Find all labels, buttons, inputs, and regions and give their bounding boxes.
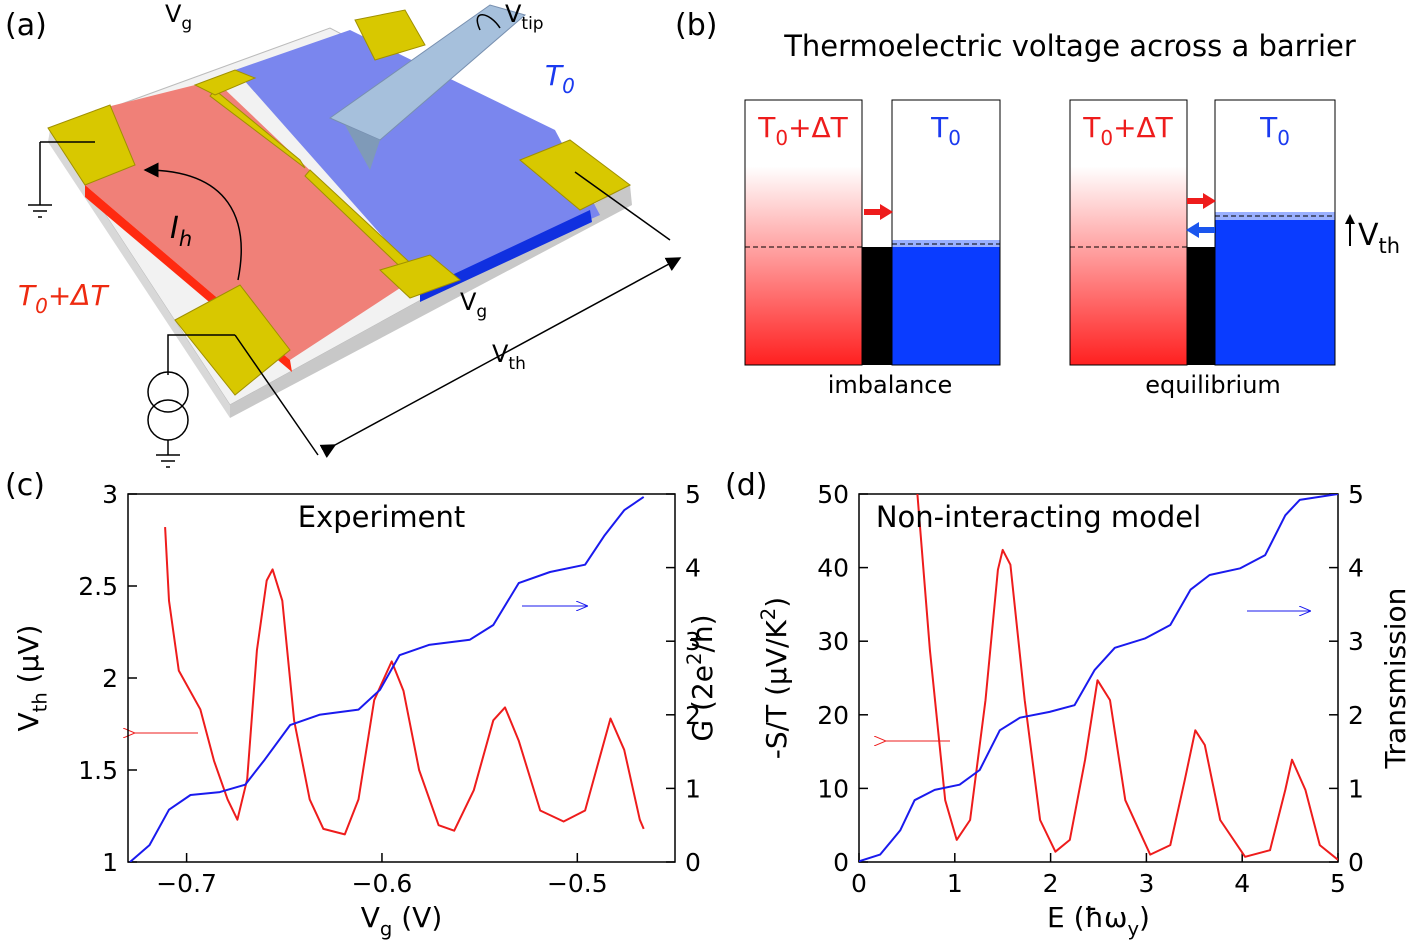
current-label: Ih [170, 211, 192, 251]
barrier-diagram [744, 99, 1001, 366]
y2-tick-label: 0 [1348, 848, 1364, 877]
panel-label: (d) [725, 468, 767, 503]
panel-title: Thermoelectric voltage across a barrier [783, 29, 1356, 63]
y-tick-label: 1.5 [78, 756, 118, 785]
barrier [862, 247, 892, 365]
cold-label: T0 [545, 59, 575, 98]
data-line [859, 494, 1338, 862]
y-tick-label: 40 [817, 554, 849, 583]
hot-reservoir [1069, 99, 1188, 366]
y2-tick-label: 3 [1348, 627, 1364, 656]
x-tick-label: 2 [1043, 869, 1059, 898]
panel-label: (a) [5, 8, 47, 43]
electron-flow [1186, 222, 1199, 238]
tip-label: Vtip [505, 0, 544, 34]
y2-tick-label: 5 [1348, 480, 1364, 509]
x-tick-label: −0.7 [156, 869, 217, 898]
current-arrow [143, 162, 242, 281]
electron-flow [1203, 193, 1216, 209]
chart: −0.7 −0.6 −0.5 1 1.5 2 2.5 3 0 1 2 3 4 5 (c) Experiment… [5, 468, 719, 940]
hot-label: T0+ΔT [757, 111, 848, 150]
y2-tick-label: 4 [1348, 554, 1364, 583]
lead-line [234, 171, 671, 456]
plot-frame [127, 493, 676, 863]
panel-label: (b) [675, 8, 717, 43]
data-line [129, 496, 645, 862]
plot-frame [858, 493, 1339, 863]
pad [193, 69, 257, 96]
chart: 0 1 2 3 4 501020304050012345(d)Non-interactin… [725, 468, 1412, 940]
y-axis-label: Vth (µV) [12, 625, 51, 732]
tip [345, 125, 380, 170]
pad [47, 104, 136, 186]
y-axis-label: -S/T (µV/K2) [757, 597, 793, 759]
y-tick-label: 50 [817, 480, 849, 509]
y2-tick-label: 0 [685, 848, 701, 877]
wire [156, 334, 235, 468]
data-line [164, 527, 645, 836]
x-tick-label: 3 [1138, 869, 1154, 898]
x-tick-label: 5 [1330, 869, 1346, 898]
cold-label: T0 [930, 111, 961, 150]
x-axis-label: E (ħωy) [1047, 901, 1150, 940]
device-sketch [28, 4, 682, 468]
y2-tick-label: 4 [685, 554, 701, 583]
cold-label: T0 [1259, 111, 1290, 150]
panel-label: (c) [5, 468, 45, 503]
cold-fill [1215, 220, 1335, 365]
y-tick-label: 1 [102, 848, 118, 877]
voltage-label: Vth [1358, 218, 1400, 258]
voltage-arrow [1345, 214, 1355, 224]
tip-cantilever [328, 4, 527, 141]
y-tick-label: 2 [102, 664, 118, 693]
electron-flow [880, 204, 893, 220]
y-tick-label: 20 [817, 701, 849, 730]
y-tick-label: 2.5 [78, 572, 118, 601]
hot-label: T0+ΔT [1082, 111, 1173, 150]
y2-axis-label: Transmission [1379, 588, 1412, 770]
y2-tick-label: 1 [685, 774, 701, 803]
current-source [147, 399, 189, 441]
hot-reservoir [744, 99, 863, 366]
y2-tick-label: 2 [1348, 701, 1364, 730]
ground [28, 142, 52, 218]
cold-reservoir [891, 99, 1001, 366]
x-tick-label: −0.6 [352, 869, 413, 898]
current-source [147, 371, 189, 413]
y2-axis-label: G (2e2/h) [683, 614, 719, 741]
x-tick-label: 1 [947, 869, 963, 898]
y-tick-label: 30 [817, 627, 849, 656]
barrier [1187, 247, 1215, 365]
x-tick-label: −0.5 [547, 869, 608, 898]
caption: equilibrium [1145, 371, 1281, 399]
caption: imbalance [828, 371, 953, 399]
x-axis-label: Vg (V) [361, 901, 443, 940]
voltage-arrow [319, 257, 682, 459]
pad [354, 9, 426, 61]
y2-tick-label: 5 [685, 480, 701, 509]
y-tick-label: 10 [817, 774, 849, 803]
data-line [916, 494, 1338, 861]
fermi-blur [892, 240, 1000, 247]
cold-fill [892, 247, 1000, 365]
gate-label: Vg [460, 288, 487, 322]
annotation: Experiment [298, 500, 466, 534]
y2-tick-label: 2 [685, 701, 701, 730]
x-tick-label: 4 [1234, 869, 1250, 898]
cold-region [235, 30, 600, 290]
annotation: Non-interacting model [876, 500, 1201, 534]
y2-tick-label: 1 [1348, 774, 1364, 803]
voltage-label: Vth [492, 340, 526, 374]
y-tick-label: 0 [833, 848, 849, 877]
gate [209, 89, 306, 169]
y-tick-label: 3 [102, 480, 118, 509]
x-tick-label: 0 [851, 869, 867, 898]
pad [174, 284, 291, 396]
gate-label: Vg [165, 0, 192, 34]
tip-wire [476, 14, 501, 31]
y2-tick-label: 3 [685, 627, 701, 656]
barrier-diagram [1069, 99, 1355, 366]
hot-label: T0+ΔT [18, 279, 109, 318]
